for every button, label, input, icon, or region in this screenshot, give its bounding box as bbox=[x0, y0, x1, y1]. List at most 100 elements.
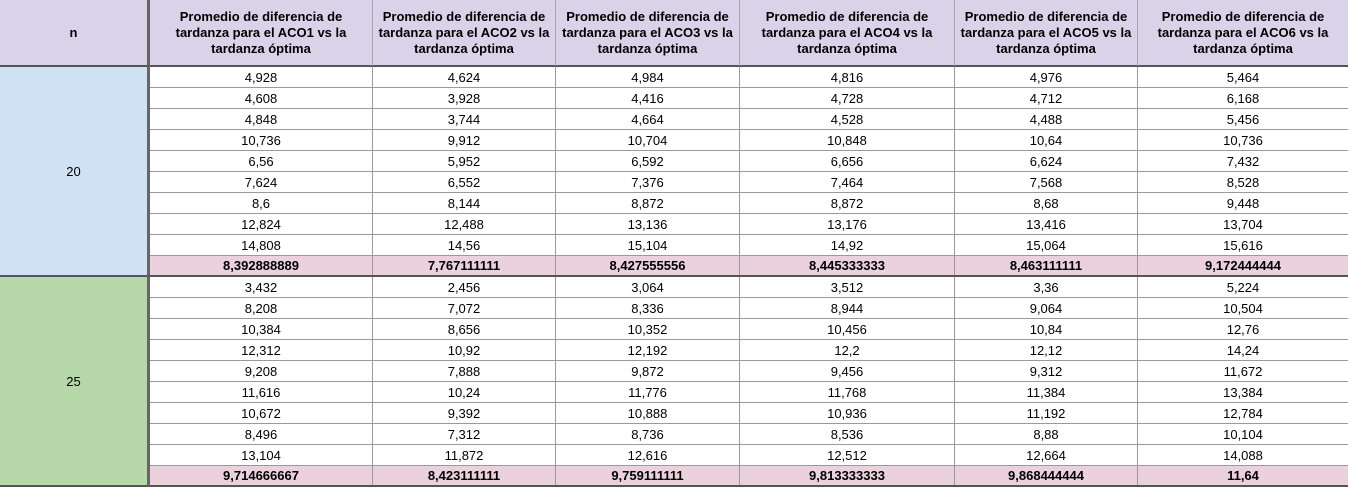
table-cell[interactable]: 3,512 bbox=[740, 277, 955, 297]
table-cell[interactable]: 8,144 bbox=[373, 193, 556, 213]
table-cell[interactable]: 4,528 bbox=[740, 109, 955, 129]
average-cell[interactable]: 9,868444444 bbox=[955, 466, 1138, 485]
table-cell[interactable]: 10,848 bbox=[740, 130, 955, 150]
table-cell[interactable]: 13,384 bbox=[1223, 384, 1263, 400]
average-cell[interactable]: 7,767111111 bbox=[373, 256, 556, 275]
table-cell[interactable]: 12,312 bbox=[150, 340, 373, 360]
table-cell[interactable]: 13,176 bbox=[740, 214, 955, 234]
table-cell[interactable]: 10,92 bbox=[373, 340, 556, 360]
table-cell[interactable]: 14,808 bbox=[150, 235, 373, 255]
header-aco1[interactable]: Promedio de diferencia de tardanza para … bbox=[150, 0, 373, 67]
table-cell[interactable]: 7,888 bbox=[373, 361, 556, 381]
table-cell[interactable]: 7,464 bbox=[740, 172, 955, 192]
table-cell[interactable]: 4,984 bbox=[556, 67, 740, 87]
average-cell[interactable]: 8,392888889 bbox=[150, 256, 373, 275]
table-cell[interactable]: 7,624 bbox=[150, 172, 373, 192]
average-cell[interactable]: 8,445333333 bbox=[740, 256, 955, 275]
table-cell[interactable]: 8,536 bbox=[740, 424, 955, 444]
table-cell[interactable]: 15,064 bbox=[955, 235, 1138, 255]
table-cell[interactable]: 8,736 bbox=[556, 424, 740, 444]
table-cell[interactable]: 9,456 bbox=[740, 361, 955, 381]
table-cell[interactable]: 5,952 bbox=[373, 151, 556, 171]
table-cell[interactable]: 6,656 bbox=[740, 151, 955, 171]
table-cell[interactable]: 11,768 bbox=[740, 382, 955, 402]
table-cell[interactable]: 13,416 bbox=[955, 214, 1138, 234]
table-cell[interactable]: 9,064 bbox=[955, 298, 1138, 318]
table-cell[interactable]: 4,728 bbox=[740, 88, 955, 108]
table-cell[interactable]: 10,104 bbox=[1223, 426, 1263, 442]
table-cell[interactable]: 8,496 bbox=[150, 424, 373, 444]
table-cell[interactable]: 4,664 bbox=[556, 109, 740, 129]
table-cell[interactable]: 3,432 bbox=[150, 277, 373, 297]
table-cell[interactable]: 10,888 bbox=[556, 403, 740, 423]
table-cell[interactable]: 7,072 bbox=[373, 298, 556, 318]
average-cell[interactable]: 9,172444444 bbox=[1205, 258, 1281, 273]
table-cell[interactable]: 12,824 bbox=[150, 214, 373, 234]
table-cell[interactable]: 8,528 bbox=[1226, 174, 1260, 190]
table-cell[interactable]: 11,776 bbox=[556, 382, 740, 402]
average-cell[interactable]: 8,423111111 bbox=[373, 466, 556, 485]
table-cell[interactable]: 3,928 bbox=[373, 88, 556, 108]
table-cell[interactable]: 13,104 bbox=[150, 445, 373, 465]
table-cell[interactable]: 7,376 bbox=[556, 172, 740, 192]
table-cell[interactable]: 5,464 bbox=[1226, 69, 1260, 85]
table-cell[interactable]: 10,504 bbox=[1223, 300, 1263, 316]
table-cell[interactable]: 3,36 bbox=[955, 277, 1138, 297]
header-aco6[interactable]: Promedio de diferencia de tardanza para … bbox=[1138, 0, 1348, 67]
table-cell[interactable]: 8,656 bbox=[373, 319, 556, 339]
table-cell[interactable]: 12,488 bbox=[373, 214, 556, 234]
average-cell[interactable]: 9,813333333 bbox=[740, 466, 955, 485]
header-aco2[interactable]: Promedio de diferencia de tardanza para … bbox=[373, 0, 556, 67]
table-cell[interactable]: 4,928 bbox=[150, 67, 373, 87]
header-aco5[interactable]: Promedio de diferencia de tardanza para … bbox=[955, 0, 1138, 67]
average-cell[interactable]: 11,64 bbox=[1227, 468, 1259, 483]
table-cell[interactable]: 14,088 bbox=[1223, 447, 1263, 463]
header-n[interactable]: n bbox=[0, 0, 150, 67]
table-cell[interactable]: 9,872 bbox=[556, 361, 740, 381]
table-cell[interactable]: 6,168 bbox=[1226, 90, 1260, 106]
table-cell[interactable]: 7,432 bbox=[1226, 153, 1260, 169]
table-cell[interactable]: 8,6 bbox=[150, 193, 373, 213]
table-cell[interactable]: 12,616 bbox=[556, 445, 740, 465]
table-cell[interactable]: 10,704 bbox=[556, 130, 740, 150]
table-cell[interactable]: 11,872 bbox=[373, 445, 556, 465]
table-cell[interactable]: 7,312 bbox=[373, 424, 556, 444]
table-cell[interactable]: 6,624 bbox=[955, 151, 1138, 171]
average-cell[interactable]: 8,463111111 bbox=[955, 256, 1138, 275]
table-cell[interactable]: 13,136 bbox=[556, 214, 740, 234]
table-cell[interactable]: 7,568 bbox=[955, 172, 1138, 192]
table-cell[interactable]: 10,736 bbox=[1223, 132, 1263, 148]
table-cell[interactable]: 4,416 bbox=[556, 88, 740, 108]
table-cell[interactable]: 10,24 bbox=[373, 382, 556, 402]
table-cell[interactable]: 4,712 bbox=[955, 88, 1138, 108]
table-cell[interactable]: 8,336 bbox=[556, 298, 740, 318]
n-value-cell[interactable]: 25 bbox=[0, 277, 150, 487]
table-cell[interactable]: 5,456 bbox=[1226, 111, 1260, 127]
n-value-cell[interactable]: 20 bbox=[0, 67, 150, 277]
table-cell[interactable]: 4,816 bbox=[740, 67, 955, 87]
table-cell[interactable]: 9,392 bbox=[373, 403, 556, 423]
table-cell[interactable]: 10,672 bbox=[150, 403, 373, 423]
header-aco4[interactable]: Promedio de diferencia de tardanza para … bbox=[740, 0, 955, 67]
table-cell[interactable]: 4,976 bbox=[955, 67, 1138, 87]
table-cell[interactable]: 9,912 bbox=[373, 130, 556, 150]
table-cell[interactable]: 3,744 bbox=[373, 109, 556, 129]
table-cell[interactable]: 8,872 bbox=[740, 193, 955, 213]
table-cell[interactable]: 11,672 bbox=[1223, 363, 1263, 379]
table-cell[interactable]: 15,616 bbox=[1223, 237, 1263, 253]
table-cell[interactable]: 10,64 bbox=[955, 130, 1138, 150]
table-cell[interactable]: 10,352 bbox=[556, 319, 740, 339]
table-cell[interactable]: 10,456 bbox=[740, 319, 955, 339]
table-cell[interactable]: 9,208 bbox=[150, 361, 373, 381]
table-cell[interactable]: 12,12 bbox=[955, 340, 1138, 360]
table-cell[interactable]: 11,616 bbox=[150, 382, 373, 402]
table-cell[interactable]: 13,704 bbox=[1223, 216, 1263, 232]
table-cell[interactable]: 15,104 bbox=[556, 235, 740, 255]
table-cell[interactable]: 12,664 bbox=[955, 445, 1138, 465]
table-cell[interactable]: 6,592 bbox=[556, 151, 740, 171]
table-cell[interactable]: 9,312 bbox=[955, 361, 1138, 381]
average-cell[interactable]: 9,759111111 bbox=[556, 466, 740, 485]
table-cell[interactable]: 14,24 bbox=[1226, 342, 1260, 358]
average-cell[interactable]: 9,714666667 bbox=[150, 466, 373, 485]
table-cell[interactable]: 2,456 bbox=[373, 277, 556, 297]
